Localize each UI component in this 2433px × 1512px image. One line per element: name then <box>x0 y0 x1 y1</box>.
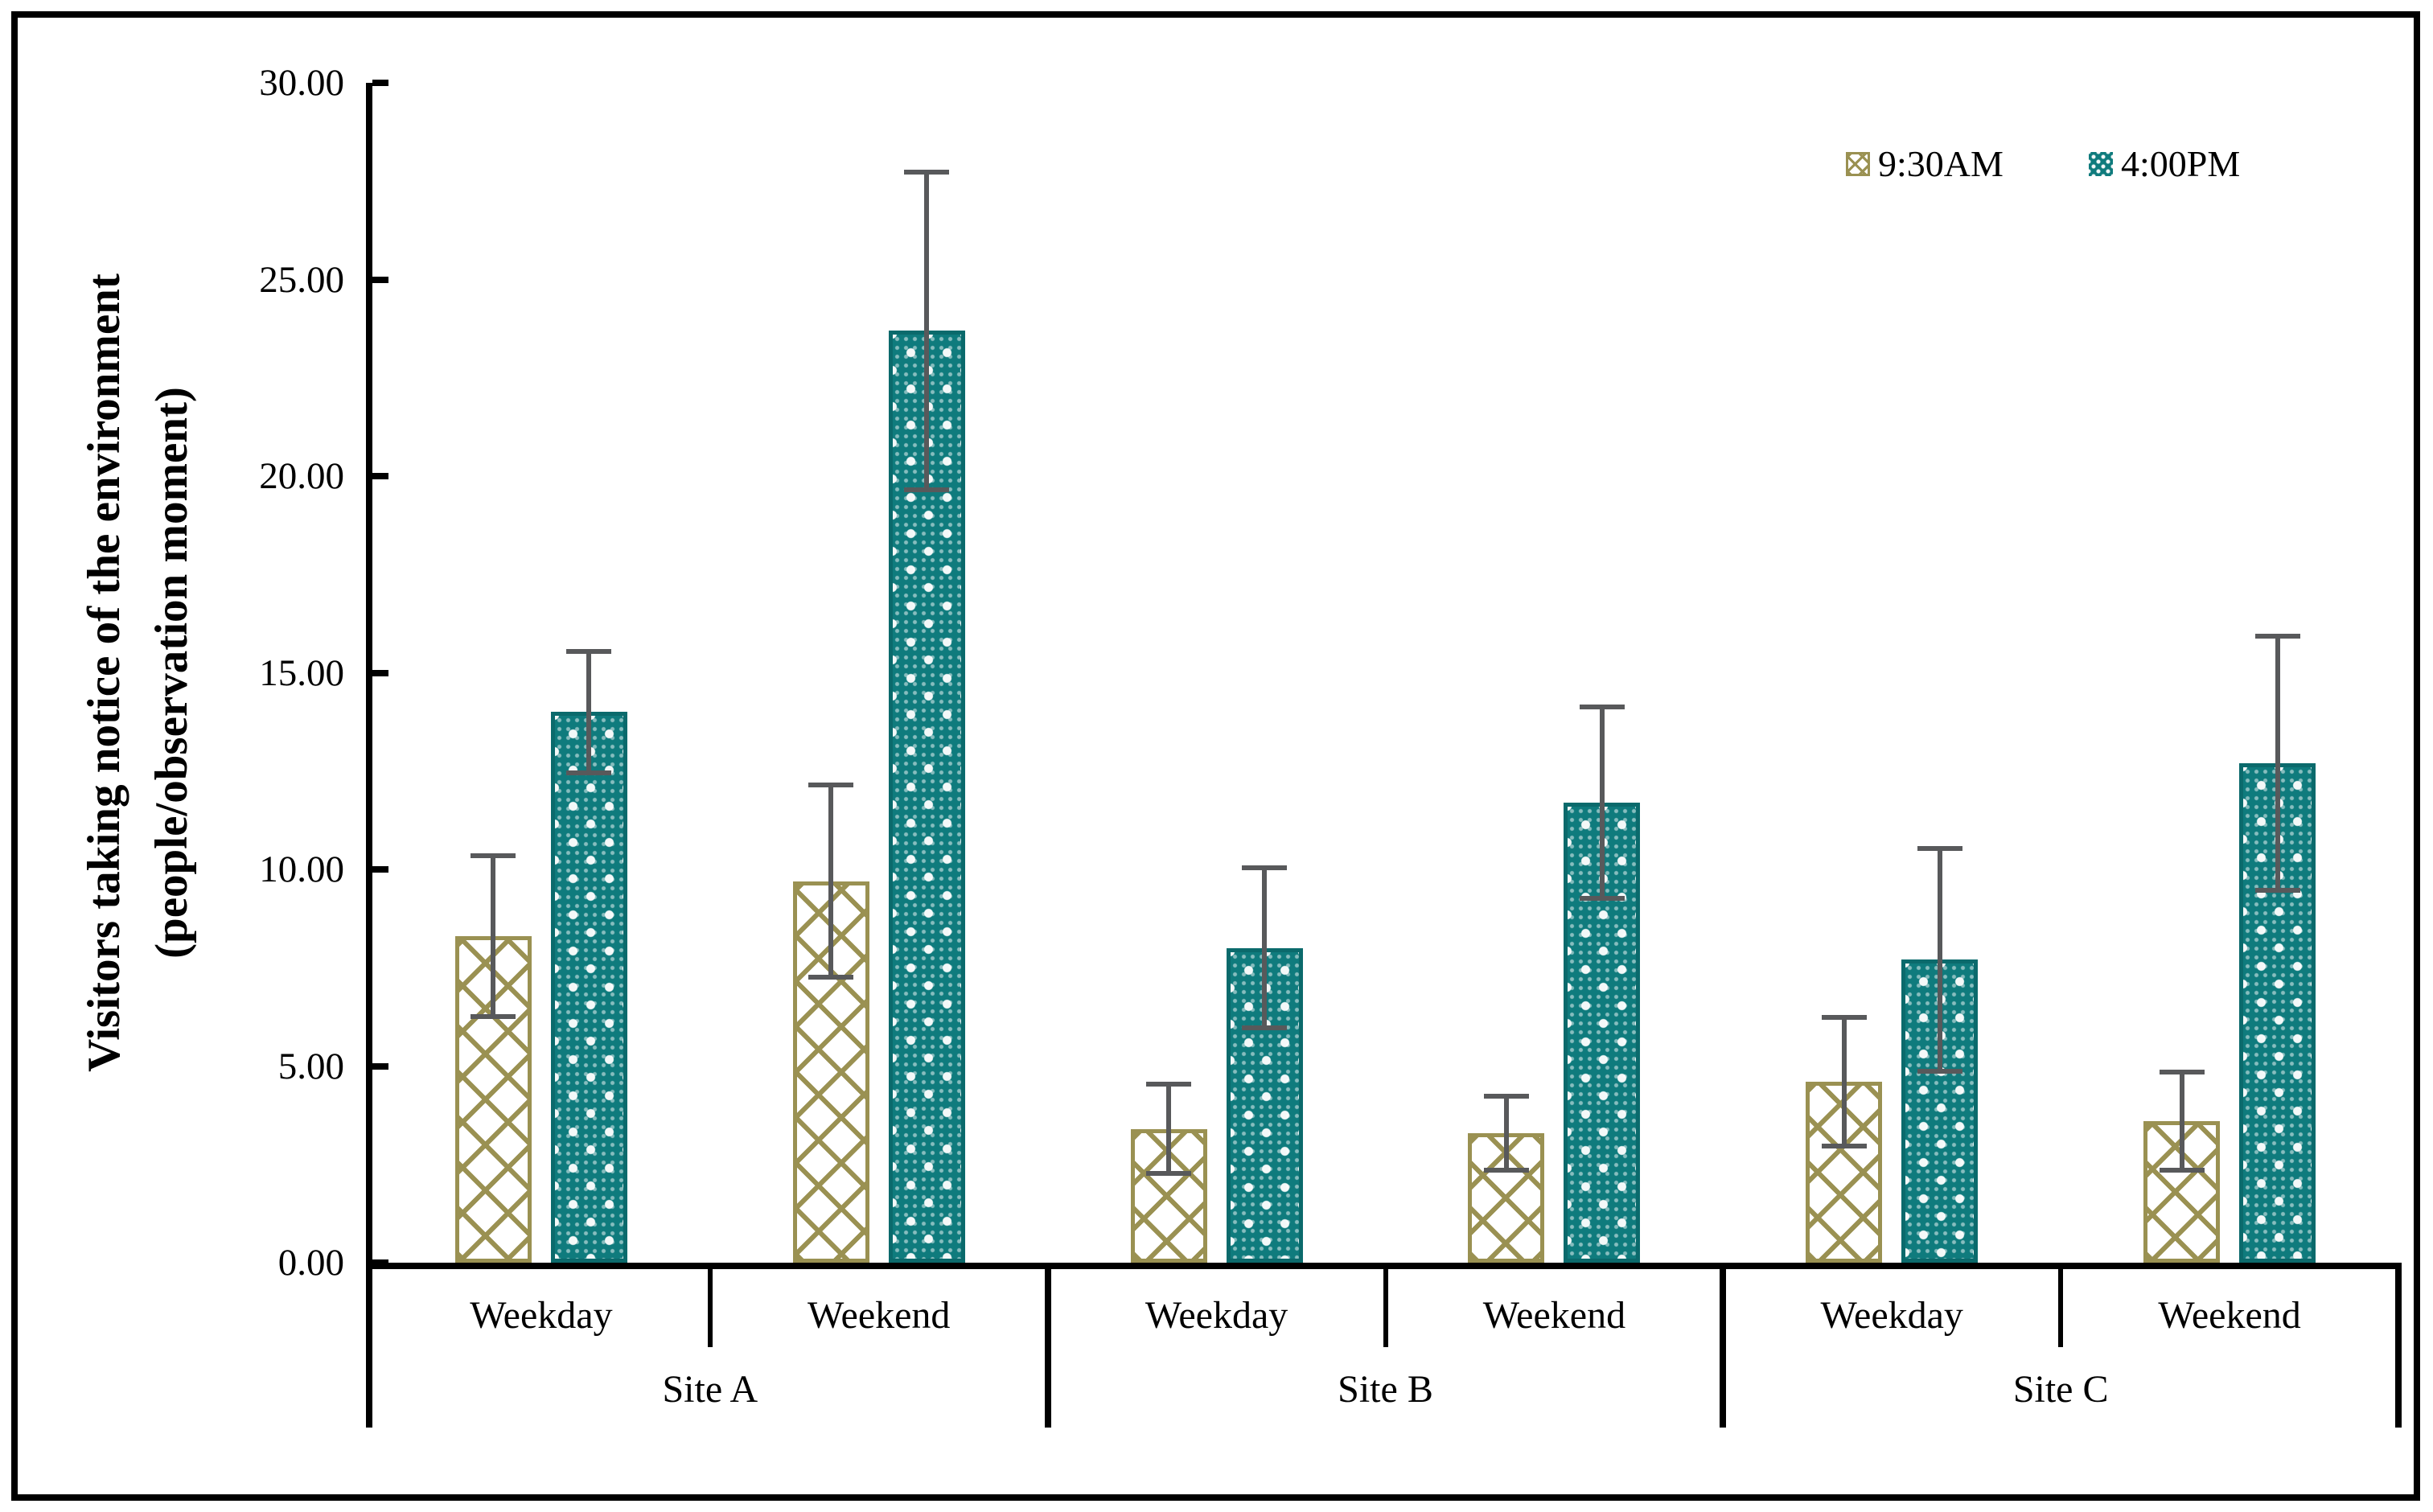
category-divider <box>1383 1263 1388 1347</box>
bar-4:00PM-Site A Weekend <box>888 331 965 1263</box>
error-bar-cap-bottom <box>566 770 612 775</box>
site-label-Site B: Site B <box>1338 1368 1433 1411</box>
error-bar-cap-bottom <box>1483 1167 1529 1173</box>
category-label-Site B-Weekend: Weekend <box>1482 1294 1626 1337</box>
error-bar-cap-bottom <box>1917 1069 1962 1074</box>
error-bar-cap-top <box>808 783 854 788</box>
y-tick-30.00 <box>372 80 388 86</box>
y-tick-25.00 <box>372 276 388 283</box>
error-bar-4:00PM-Site C Weekend <box>2275 633 2280 894</box>
category-label-Site A-Weekend: Weekend <box>808 1294 951 1337</box>
error-bar-cap-top <box>1917 845 1962 851</box>
error-bar-9:30AM-Site A Weekday <box>491 853 496 1019</box>
error-bar-9:30AM-Site A Weekend <box>828 783 834 980</box>
category-divider <box>2058 1263 2064 1347</box>
legend-item-930am: 9:30AM <box>1846 143 2004 185</box>
y-tick-label-25.00: 25.00 <box>259 258 344 301</box>
y-tick-label-0.00: 0.00 <box>277 1242 344 1284</box>
error-bar-4:00PM-Site A Weekend <box>924 169 930 492</box>
y-tick-label-15.00: 15.00 <box>259 651 344 694</box>
legend-item-400pm: 4:00PM <box>2089 143 2240 185</box>
error-bar-9:30AM-Site C Weekend <box>2179 1070 2184 1173</box>
error-bar-cap-bottom <box>1146 1171 1192 1177</box>
site-label-Site C: Site C <box>2012 1368 2109 1411</box>
error-bar-9:30AM-Site B Weekend <box>1503 1093 1509 1173</box>
error-bar-cap-top <box>1579 704 1625 709</box>
y-tick-label-5.00: 5.00 <box>277 1045 344 1087</box>
category-label-Site A-Weekday: Weekday <box>470 1294 613 1337</box>
category-label-Site C-Weekday: Weekday <box>1820 1294 1963 1337</box>
error-bar-cap-top <box>1146 1082 1192 1087</box>
y-tick-label-30.00: 30.00 <box>259 62 344 104</box>
bar-4:00PM-Site B Weekday <box>1226 947 1303 1263</box>
error-bar-cap-bottom <box>471 1013 516 1019</box>
y-tick-15.00 <box>372 669 388 676</box>
legend-label-930am: 9:30AM <box>1878 143 2004 184</box>
legend-swatch-930am <box>1846 152 1870 176</box>
error-bar-cap-top <box>1242 865 1288 871</box>
y-tick-20.00 <box>372 473 388 479</box>
y-tick-label-10.00: 10.00 <box>259 848 344 890</box>
bar-4:00PM-Site B Weekend <box>1564 802 1641 1263</box>
y-axis-line <box>366 83 372 1428</box>
error-bar-cap-bottom <box>808 974 854 980</box>
error-bar-cap-top <box>566 649 612 655</box>
error-bar-cap-top <box>1483 1093 1529 1099</box>
y-tick-label-20.00: 20.00 <box>259 455 344 497</box>
error-bar-cap-top <box>904 169 950 175</box>
bar-4:00PM-Site A Weekday <box>550 712 627 1263</box>
y-tick-10.00 <box>372 866 388 873</box>
legend-swatch-400pm <box>2089 152 2113 176</box>
site-divider <box>1044 1263 1051 1428</box>
site-divider <box>2395 1263 2402 1428</box>
category-divider <box>707 1263 713 1347</box>
figure-border <box>11 11 2420 1501</box>
y-axis-title-line-1: Visitors taking notice of the environmen… <box>79 273 129 1072</box>
x-axis-line <box>366 1263 2398 1269</box>
category-label-Site C-Weekend: Weekend <box>2158 1294 2301 1337</box>
error-bar-9:30AM-Site C Weekday <box>1841 1014 1847 1149</box>
error-bar-4:00PM-Site C Weekday <box>1937 845 1942 1074</box>
error-bar-9:30AM-Site B Weekday <box>1166 1082 1172 1177</box>
y-tick-0.00 <box>372 1259 388 1266</box>
error-bar-cap-bottom <box>1821 1144 1867 1149</box>
error-bar-4:00PM-Site B Weekend <box>1599 704 1605 902</box>
error-bar-cap-bottom <box>1579 896 1625 902</box>
category-label-Site B-Weekday: Weekday <box>1145 1294 1288 1337</box>
error-bar-cap-top <box>1821 1014 1867 1020</box>
error-bar-4:00PM-Site B Weekday <box>1262 865 1268 1031</box>
error-bar-cap-top <box>2159 1070 2205 1075</box>
error-bar-cap-top <box>471 853 516 859</box>
error-bar-cap-bottom <box>1242 1025 1288 1031</box>
legend-label-400pm: 4:00PM <box>2121 143 2241 184</box>
error-bar-cap-bottom <box>2254 888 2300 894</box>
error-bar-cap-bottom <box>2159 1167 2205 1173</box>
site-divider <box>1720 1263 1727 1428</box>
error-bar-cap-top <box>2254 633 2300 639</box>
site-label-Site A: Site A <box>662 1368 758 1411</box>
error-bar-4:00PM-Site A Weekday <box>586 649 592 775</box>
error-bar-cap-bottom <box>904 487 950 492</box>
y-tick-5.00 <box>372 1062 388 1070</box>
